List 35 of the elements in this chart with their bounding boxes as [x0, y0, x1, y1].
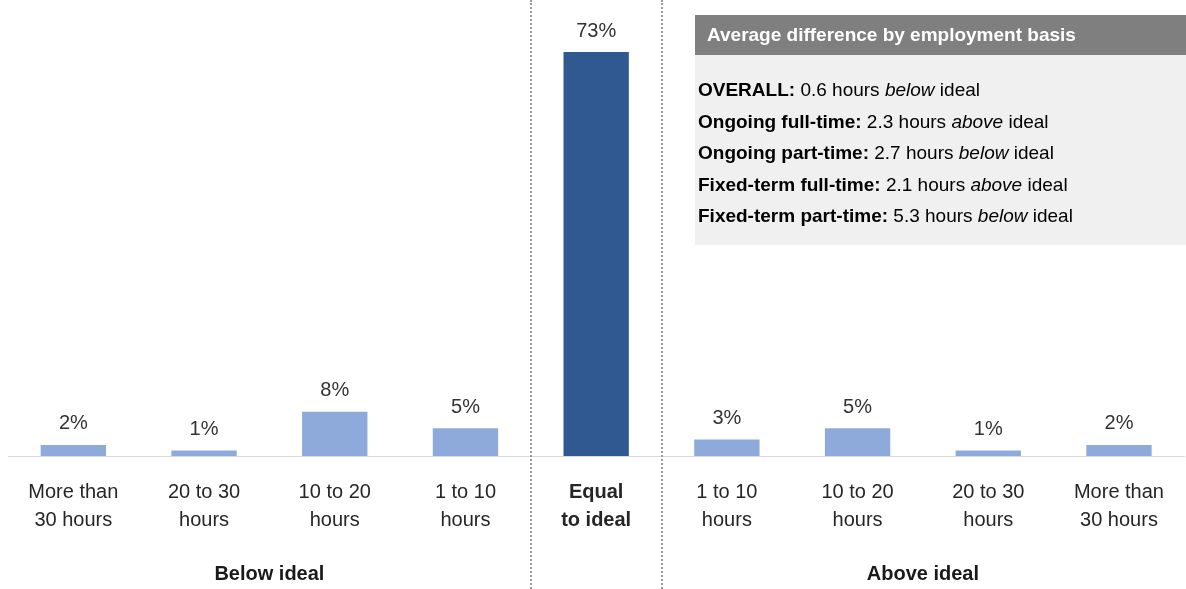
bar	[171, 450, 237, 456]
text: Average difference by employment basis	[707, 24, 1076, 45]
data-label: 2%	[58, 411, 89, 434]
data-label: 2%	[1104, 411, 1134, 434]
x-tick-label: 1 to 10 hours	[696, 479, 758, 530]
x-tick-label: More than 30 hours	[28, 479, 119, 530]
annotation: OVERALL: 0.6 hours below ideal	[698, 78, 981, 102]
bar	[824, 428, 891, 456]
annotation: Fixed-term full-time: 2.1 hours above ideal	[698, 172, 1069, 197]
x-tick-label: More than 30 hours	[1073, 479, 1165, 530]
bar	[1086, 444, 1152, 456]
annotation: Ongoing full-time: 2.3 hours above ideal	[698, 109, 1050, 134]
data-label: 3%	[712, 405, 742, 428]
data-label: 5%	[451, 394, 481, 417]
x-tick-label: 1 to 10 hours	[434, 479, 497, 530]
data-label: 1%	[189, 416, 219, 439]
data-label: 8%	[320, 378, 350, 401]
annotation: Fixed-term part-time: 5.3 hours below ideal	[698, 204, 1074, 228]
bar	[302, 411, 368, 456]
x-tick-label: 20 to 30 hours	[167, 479, 241, 530]
x-tick-label: 10 to 20 hours	[298, 479, 371, 530]
annotation: Ongoing part-time: 2.7 hours below ideal	[698, 141, 1055, 165]
data-label: 73%	[576, 18, 617, 41]
text: Above ideal	[866, 561, 980, 585]
bar	[432, 428, 499, 456]
x-tick-label: 20 to 30 hours	[952, 479, 1025, 530]
x-tick-label: 10 to 20 hours	[821, 479, 894, 530]
bar	[563, 52, 629, 456]
bar	[694, 439, 760, 456]
x-tick-label: Equal to ideal	[561, 479, 632, 530]
text: Below ideal	[214, 561, 325, 585]
bar	[40, 444, 107, 456]
data-label: 5%	[843, 394, 873, 417]
data-label: 1%	[973, 416, 1003, 439]
bar	[955, 450, 1021, 456]
